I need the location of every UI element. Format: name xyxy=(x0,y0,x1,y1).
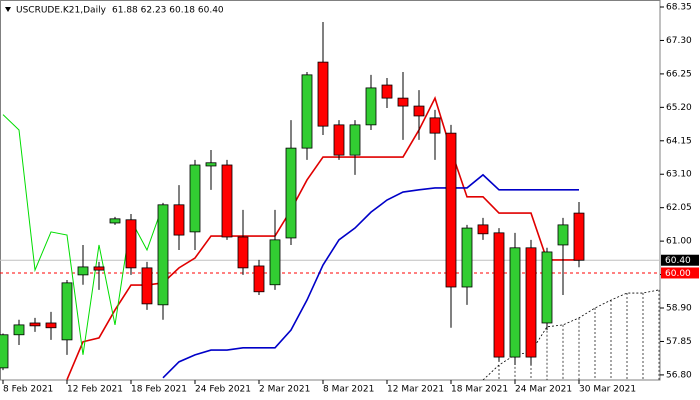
candle-body xyxy=(333,124,345,156)
x-tick-label: 2 Mar 2021 xyxy=(259,385,310,395)
y-tick-label: 66.25 xyxy=(666,69,692,79)
y-tick-label: 63.10 xyxy=(666,170,692,180)
y-tick-label: 58.90 xyxy=(666,304,692,314)
candle-body xyxy=(13,324,25,336)
x-tick-label: 12 Feb 2021 xyxy=(67,385,123,395)
candle-body xyxy=(269,239,281,286)
indicator-line xyxy=(162,173,579,379)
y-tick-label: 61.00 xyxy=(666,237,692,247)
y-tick-label: 64.15 xyxy=(666,136,692,146)
candle-body xyxy=(61,282,73,341)
x-tick-label: 12 Mar 2021 xyxy=(387,385,444,395)
candle-body xyxy=(445,132,457,288)
candle-body xyxy=(29,322,41,327)
symbol-icon xyxy=(5,7,11,12)
y-tick-label: 56.80 xyxy=(666,370,692,380)
x-tick-label: 18 Feb 2021 xyxy=(131,385,187,395)
candle-body xyxy=(45,322,57,329)
candle-body xyxy=(221,164,233,238)
candle-body xyxy=(109,218,121,224)
candle-body xyxy=(317,61,329,127)
candle-body xyxy=(413,105,425,117)
candle-body xyxy=(77,266,89,276)
level-label-box xyxy=(661,254,699,266)
candle-body xyxy=(525,247,537,358)
plot-frame xyxy=(0,0,661,381)
candle-body xyxy=(541,251,553,324)
candle-body xyxy=(349,124,361,156)
candle-body xyxy=(93,266,105,271)
x-tick-label: 24 Feb 2021 xyxy=(195,385,251,395)
candle-body xyxy=(557,224,569,246)
candle-body xyxy=(253,265,265,293)
axes: 68.35 67.30 66.25 65.20 64.15 63.10 62.05 61.00… xyxy=(2,3,699,395)
x-tick-label: 18 Mar 2021 xyxy=(451,385,508,395)
candle-body xyxy=(301,74,313,149)
candle-body xyxy=(237,236,249,269)
x-tick-label: 30 Mar 2021 xyxy=(579,385,636,395)
candle-body xyxy=(509,247,521,358)
candle-body xyxy=(173,204,185,236)
candle-body xyxy=(365,87,377,126)
candle-body xyxy=(429,117,441,134)
candle-body xyxy=(381,84,393,99)
chart-title: USCRUDE.K21,Daily xyxy=(16,6,107,16)
y-tick-label: 68.35 xyxy=(666,3,692,13)
level-label-box xyxy=(661,267,699,279)
level-label: 60.40 xyxy=(665,256,691,266)
candle-body xyxy=(205,162,217,167)
candle-body xyxy=(493,232,505,358)
candle-body xyxy=(125,219,137,269)
level-label: 60.00 xyxy=(665,269,691,279)
y-tick-label: 57.85 xyxy=(666,337,692,347)
candle-body xyxy=(285,147,297,239)
candle-body xyxy=(157,204,169,306)
x-tick-label: 24 Mar 2021 xyxy=(515,385,572,395)
candle-body xyxy=(0,334,9,369)
x-tick-label: 8 Mar 2021 xyxy=(323,385,374,395)
ohlc-readout: 61.88 62.23 60.18 60.40 xyxy=(112,6,224,16)
y-tick-label: 62.05 xyxy=(666,203,692,213)
plot-area xyxy=(0,21,660,380)
candle-body xyxy=(189,164,201,233)
x-tick-label: 8 Feb 2021 xyxy=(3,385,53,395)
candle-body xyxy=(141,267,153,305)
y-tick-label: 67.30 xyxy=(666,36,692,46)
candle-body xyxy=(461,227,473,288)
candle-body xyxy=(573,212,585,261)
candle-body xyxy=(397,97,409,107)
y-tick-label: 65.20 xyxy=(666,103,692,113)
candle-body xyxy=(477,224,489,235)
